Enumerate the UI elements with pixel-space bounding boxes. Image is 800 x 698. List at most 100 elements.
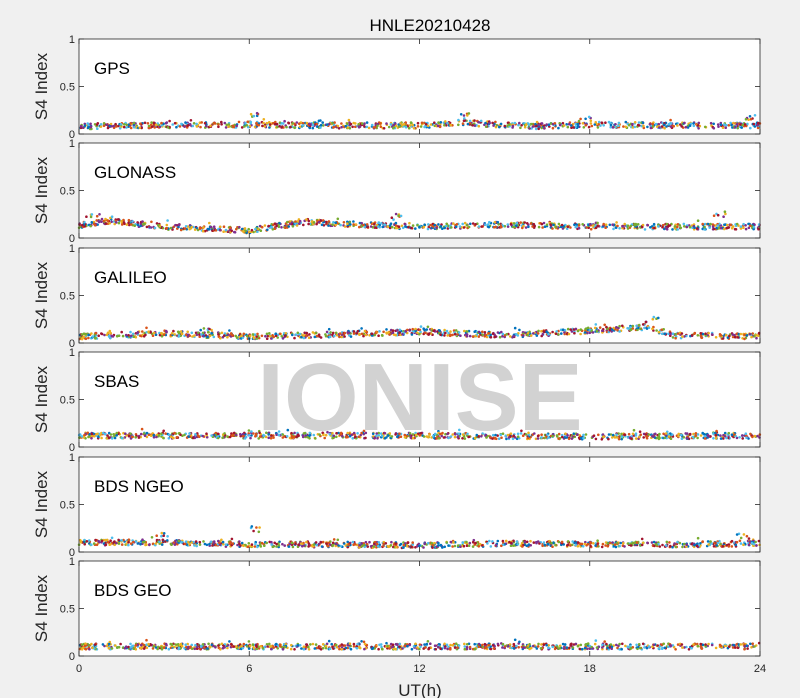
- data-point: [357, 123, 360, 126]
- data-point: [488, 539, 491, 543]
- data-point: [617, 121, 621, 125]
- data-point: [358, 333, 361, 337]
- data-point: [468, 121, 472, 125]
- data-point: [120, 223, 124, 226]
- data-point: [560, 540, 564, 544]
- data-point: [85, 540, 89, 543]
- data-point: [731, 333, 734, 336]
- data-point: [150, 220, 153, 224]
- data-point: [392, 123, 395, 127]
- data-point: [173, 333, 176, 336]
- data-point: [360, 640, 363, 643]
- data-point: [297, 543, 300, 546]
- data-point: [584, 124, 588, 127]
- data-point: [551, 545, 554, 548]
- data-point: [429, 123, 433, 126]
- data-point: [230, 333, 234, 337]
- data-point: [584, 327, 587, 331]
- data-point: [83, 225, 86, 228]
- data-point: [231, 434, 235, 437]
- data-point: [730, 539, 734, 543]
- data-point: [437, 541, 440, 545]
- data-point: [437, 544, 440, 547]
- data-point: [411, 327, 415, 331]
- data-point: [543, 124, 546, 127]
- data-point: [719, 123, 723, 126]
- data-point: [97, 334, 100, 338]
- data-point: [221, 436, 224, 440]
- data-point: [283, 119, 286, 123]
- data-point: [663, 126, 666, 130]
- data-point: [695, 544, 699, 548]
- data-point: [455, 223, 459, 226]
- data-point: [345, 122, 349, 125]
- data-point: [217, 539, 220, 543]
- data-point: [551, 330, 554, 334]
- data-point: [543, 225, 547, 228]
- data-point: [590, 124, 594, 128]
- data-point: [576, 124, 580, 128]
- data-point: [663, 227, 666, 231]
- data-point: [462, 226, 466, 229]
- data-point: [203, 229, 207, 233]
- data-point: [643, 326, 646, 330]
- data-point: [463, 221, 467, 225]
- data-point: [651, 122, 654, 126]
- data-point: [307, 542, 311, 545]
- data-point: [496, 539, 500, 543]
- data-point-peak: [466, 114, 469, 117]
- data-point: [746, 647, 749, 650]
- data-point: [293, 126, 297, 129]
- data-point: [756, 126, 760, 130]
- data-point: [509, 222, 513, 226]
- data-point: [561, 328, 565, 332]
- data-point: [289, 125, 292, 129]
- data-point: [604, 226, 607, 229]
- data-point: [454, 225, 458, 228]
- data-point: [683, 225, 686, 228]
- data-point: [312, 543, 316, 546]
- data-point: [738, 436, 741, 439]
- data-point: [338, 335, 341, 339]
- chart-title: HNLE20210428: [370, 16, 491, 35]
- data-point: [358, 543, 361, 547]
- data-point: [255, 121, 258, 125]
- data-point: [129, 542, 133, 545]
- data-point: [388, 226, 392, 230]
- data-point: [441, 227, 444, 230]
- data-point: [385, 122, 388, 125]
- data-point: [520, 124, 523, 127]
- data-point: [179, 433, 182, 437]
- data-point: [663, 436, 667, 440]
- data-point: [668, 541, 671, 544]
- data-point: [102, 122, 106, 125]
- data-point: [488, 220, 491, 224]
- data-point: [473, 124, 477, 127]
- data-point: [749, 432, 752, 436]
- data-point: [394, 124, 398, 127]
- data-point: [549, 223, 552, 226]
- data-point: [373, 333, 377, 337]
- data-point: [195, 333, 199, 337]
- y-tick-label: 1: [69, 138, 75, 150]
- data-point: [125, 223, 129, 226]
- data-point: [187, 333, 190, 337]
- data-point: [248, 230, 251, 234]
- data-point: [560, 223, 564, 227]
- y-tick-label: 0.5: [60, 291, 75, 303]
- data-point: [466, 122, 470, 126]
- data-point: [627, 432, 631, 436]
- data-point: [576, 541, 580, 544]
- data-point: [195, 125, 199, 128]
- data-point: [606, 542, 609, 545]
- data-point-peak: [85, 215, 88, 218]
- data-point: [734, 125, 737, 129]
- data-point: [241, 432, 245, 436]
- data-point: [663, 332, 667, 336]
- data-point: [732, 121, 735, 125]
- data-point: [247, 434, 251, 437]
- data-point: [294, 222, 297, 225]
- data-point: [735, 122, 739, 126]
- data-point: [561, 227, 565, 230]
- data-point: [458, 225, 462, 228]
